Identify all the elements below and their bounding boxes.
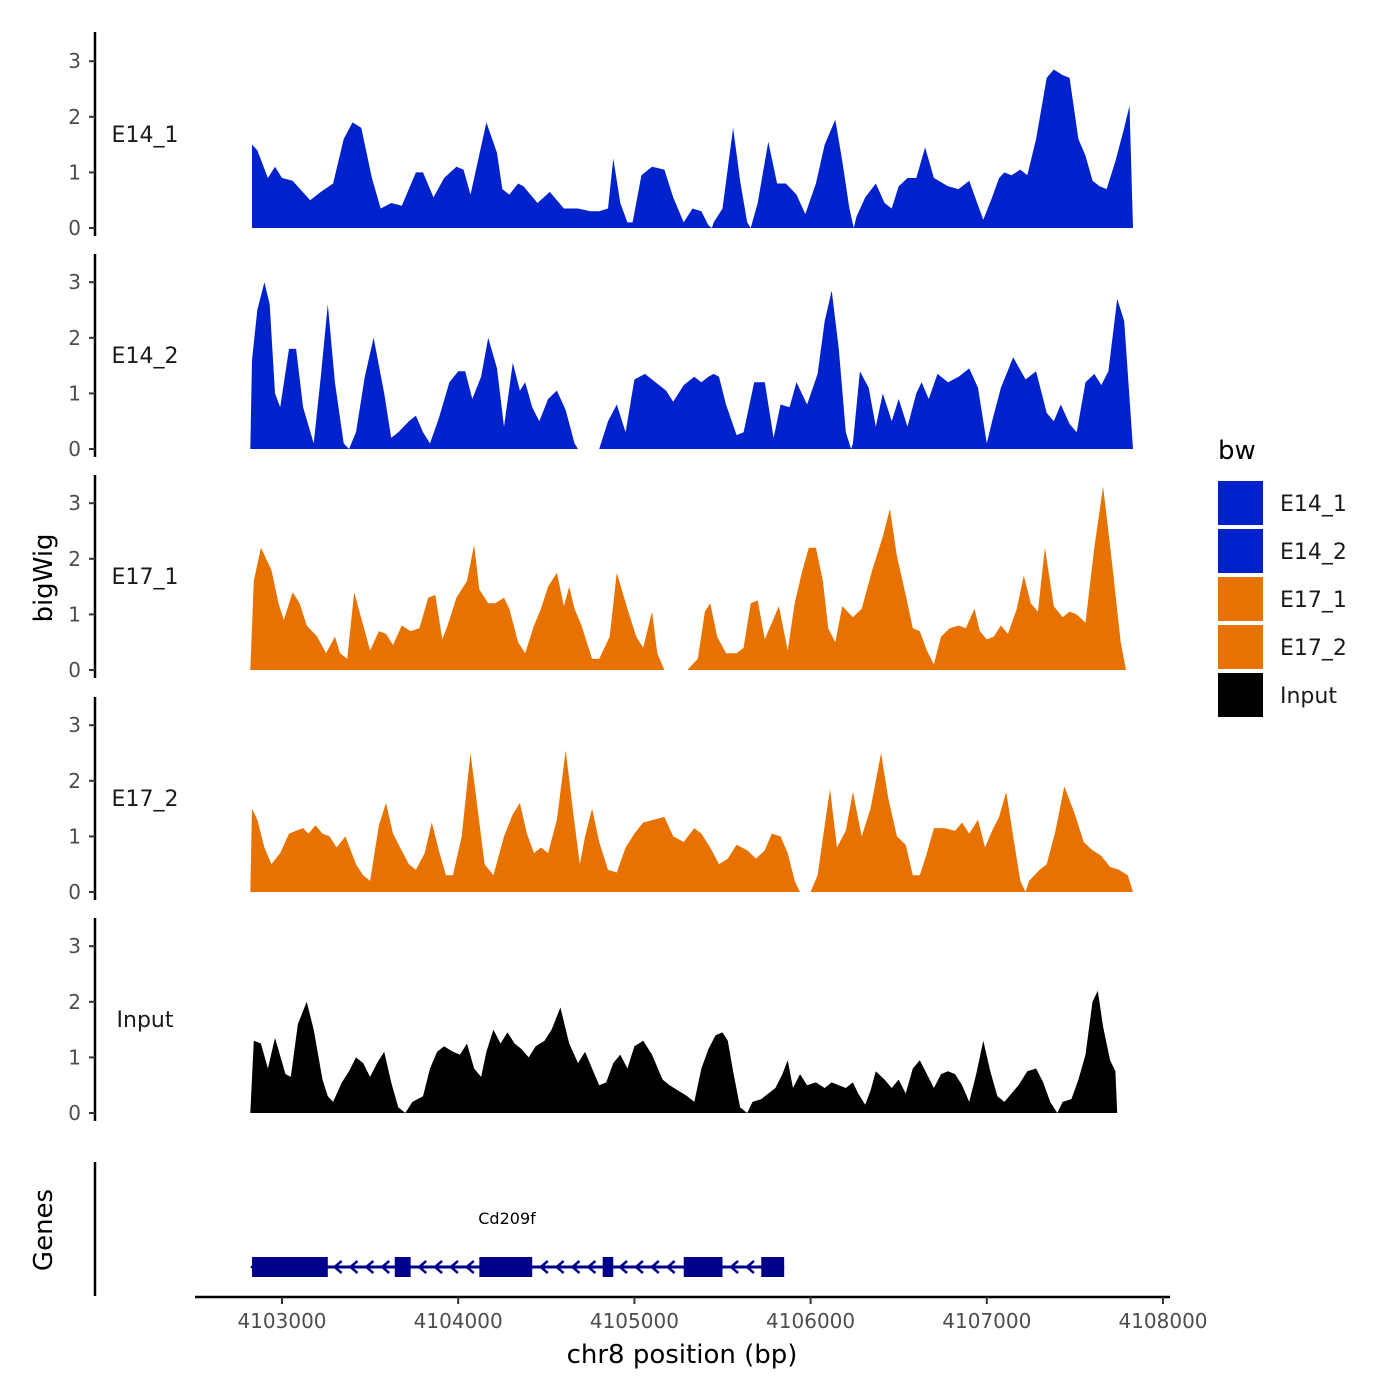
x-tick-label: 4105000: [590, 1309, 679, 1333]
strand-arrow: [634, 1260, 644, 1274]
gene-name-label: Cd209f: [478, 1209, 536, 1228]
legend-label: Input: [1280, 684, 1337, 709]
track-label-e14-1: E14_1: [112, 123, 179, 148]
y-tick-label: 0: [68, 216, 81, 240]
gene-exon: [479, 1257, 533, 1277]
y-tick-label: 0: [68, 658, 81, 682]
strand-arrow: [380, 1260, 391, 1274]
y-tick-label: 3: [68, 49, 81, 73]
coverage-area-e17-1: [250, 486, 1127, 670]
y-tick-label: 2: [68, 547, 81, 571]
coverage-area-input: [250, 990, 1118, 1113]
y-tick-label: 3: [68, 713, 81, 737]
track-label-e17-1: E17_1: [112, 565, 179, 590]
strand-arrow: [538, 1260, 549, 1274]
strand-arrow: [665, 1260, 676, 1274]
y-tick-label: 2: [68, 326, 81, 350]
legend-label: E14_2: [1280, 540, 1347, 565]
strand-arrow: [649, 1260, 660, 1274]
coverage-area-e14-2: [250, 282, 1134, 449]
x-tick-label: 4104000: [414, 1309, 503, 1333]
legend-label: E14_1: [1280, 492, 1347, 517]
strand-arrow: [448, 1260, 459, 1274]
legend-swatch: [1218, 673, 1263, 717]
panel-e14-1: 0 1 2 3 E14_1: [68, 32, 1133, 240]
gene-exon: [683, 1257, 723, 1277]
panel-e17-2: 0 1 2 3 E17_2: [68, 697, 1134, 904]
legend: bw E14_1 E14_2 E17_1 E17_2 Input: [1218, 436, 1347, 717]
y-tick-label: 1: [68, 824, 81, 848]
gene-exon: [252, 1257, 328, 1277]
legend-item-e14-1: E14_1: [1218, 481, 1347, 525]
y-axis-title: bigWig: [29, 533, 59, 622]
coverage-area-e14-1: [252, 69, 1133, 228]
y-tick-label: 2: [68, 990, 81, 1014]
x-tick-label: 4103000: [237, 1309, 326, 1333]
track-label-e17-2: E17_2: [112, 787, 179, 812]
panel-e17-1: 0 1 2 3 E17_1: [68, 475, 1127, 682]
x-axis: 4103000 4104000 4105000 4106000 4107000 41080…: [195, 1295, 1208, 1333]
y-tick-label: 1: [68, 381, 81, 405]
strand-arrow: [554, 1260, 565, 1274]
legend-item-e17-1: E17_1: [1218, 577, 1347, 621]
legend-swatch: [1218, 481, 1263, 525]
strand-arrow: [729, 1260, 739, 1274]
legend-swatch: [1218, 625, 1263, 669]
legend-swatch: [1218, 529, 1263, 573]
y-tick-label: 1: [68, 160, 81, 184]
x-tick-label: 4106000: [766, 1309, 855, 1333]
panel-e14-2: 0 1 2 3 E14_2: [68, 254, 1134, 461]
coverage-panels: 0 1 2 3 E14_1 0 1 2 3 E14_2 0 1 2 3 E17_1 0 1 2 3 E17_2 0 1 2 3…: [68, 32, 1134, 1125]
strand-arrow: [332, 1260, 343, 1274]
strand-arrow: [464, 1260, 475, 1274]
strand-arrow: [364, 1260, 375, 1274]
y-tick-label: 0: [68, 880, 81, 904]
legend-item-e17-2: E17_2: [1218, 625, 1347, 669]
legend-label: E17_1: [1280, 588, 1347, 613]
legend-item-input: Input: [1218, 673, 1337, 717]
legend-label: E17_2: [1280, 636, 1347, 661]
x-tick-label: 4107000: [942, 1309, 1031, 1333]
track-label-e14-2: E14_2: [112, 344, 179, 369]
y-tick-label: 2: [68, 105, 81, 129]
strand-arrow: [618, 1260, 628, 1274]
coverage-area-e17-2: [250, 750, 1134, 892]
gene-exon: [394, 1257, 411, 1277]
strand-arrow: [417, 1260, 428, 1274]
y-tick-label: 0: [68, 1101, 81, 1125]
strand-arrow: [348, 1260, 359, 1274]
x-axis-title: chr8 position (bp): [567, 1340, 798, 1370]
y-tick-label: 2: [68, 769, 81, 793]
genes-panel: Cd209f: [93, 1162, 785, 1296]
genes-track-title: Genes: [29, 1189, 59, 1271]
gene-exon: [761, 1257, 785, 1277]
y-tick-label: 1: [68, 1045, 81, 1069]
y-tick-label: 3: [68, 491, 81, 515]
y-tick-label: 1: [68, 602, 81, 626]
x-tick-label: 4108000: [1118, 1309, 1207, 1333]
panel-input: 0 1 2 3 Input: [68, 918, 1118, 1125]
track-label-input: Input: [117, 1008, 174, 1033]
y-tick-label: 3: [68, 270, 81, 294]
strand-arrow: [433, 1260, 443, 1274]
legend-title: bw: [1218, 436, 1256, 466]
gene-exon: [602, 1257, 614, 1277]
legend-swatch: [1218, 577, 1263, 621]
legend-item-e14-2: E14_2: [1218, 529, 1347, 573]
y-tick-label: 0: [68, 437, 81, 461]
strand-arrow: [570, 1260, 581, 1274]
strand-arrow: [586, 1260, 597, 1274]
strand-arrow: [745, 1260, 755, 1274]
y-tick-label: 3: [68, 934, 81, 958]
